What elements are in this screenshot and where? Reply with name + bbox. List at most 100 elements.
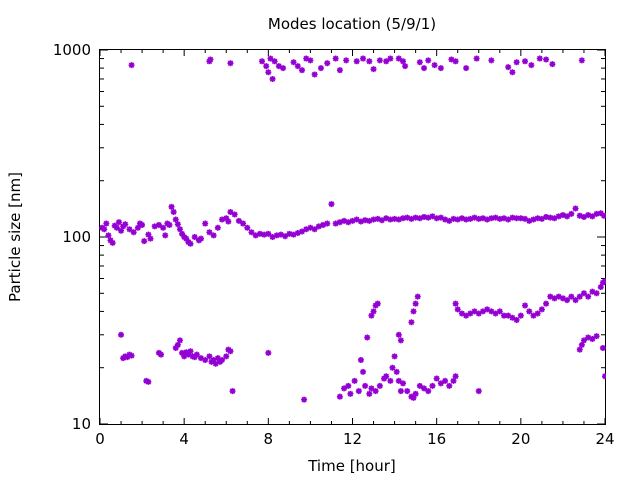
data-point <box>517 215 524 222</box>
data-point <box>431 62 438 69</box>
data-point <box>400 58 406 65</box>
data-point <box>341 385 348 392</box>
data-point <box>597 284 604 291</box>
x-axis-label: Time [hour] <box>307 457 396 475</box>
data-point <box>256 230 263 237</box>
data-point <box>543 300 550 307</box>
data-point <box>513 59 520 66</box>
data-point <box>383 373 390 380</box>
data-point <box>543 56 550 63</box>
data-point <box>400 215 406 222</box>
data-point <box>473 55 480 62</box>
data-point <box>597 210 604 217</box>
axis-ticks: 0 4 8 12 16 20 24 10 100 1000 <box>53 41 615 448</box>
data-point <box>564 213 571 220</box>
data-point <box>349 217 356 224</box>
data-point <box>145 231 152 238</box>
data-point <box>343 57 350 64</box>
data-point <box>475 388 482 395</box>
data-point <box>263 63 270 70</box>
data-point <box>559 295 566 302</box>
data-point <box>324 60 331 67</box>
data-point <box>395 377 402 384</box>
data-point <box>442 216 449 223</box>
data-point <box>488 308 495 315</box>
data-point <box>450 377 457 384</box>
data-point <box>207 56 214 63</box>
data-point <box>408 215 415 222</box>
data-point <box>332 55 339 62</box>
data-point <box>400 380 406 387</box>
data-point <box>437 214 444 221</box>
data-point <box>227 60 234 67</box>
data-point <box>412 300 419 307</box>
data-point <box>416 382 423 389</box>
data-point <box>505 216 512 223</box>
data-point <box>259 58 266 65</box>
data-point <box>452 373 459 380</box>
data-point <box>467 310 474 317</box>
data-point <box>387 377 394 384</box>
data-point <box>572 205 579 212</box>
data-point <box>202 356 209 363</box>
data-point <box>513 316 520 323</box>
data-point <box>143 377 150 384</box>
data-point <box>488 57 495 64</box>
data-point <box>479 215 486 222</box>
data-point <box>509 69 516 76</box>
data-point <box>463 216 470 223</box>
data-point <box>353 58 360 65</box>
data-point <box>130 229 137 236</box>
data-point <box>568 293 575 300</box>
data-point <box>210 356 217 363</box>
data-point <box>437 380 444 387</box>
data-point <box>227 209 234 216</box>
x-tick-label: 8 <box>264 430 274 448</box>
data-point <box>416 59 423 66</box>
data-point <box>572 297 579 304</box>
data-point <box>118 227 125 234</box>
data-point <box>219 356 226 363</box>
data-point <box>282 233 289 240</box>
data-point <box>585 212 592 219</box>
data-point <box>212 360 219 367</box>
data-point <box>513 215 520 222</box>
x-tick-label: 0 <box>95 430 105 448</box>
data-point <box>484 216 491 223</box>
y-tick-label: 1000 <box>53 41 91 59</box>
data-point <box>351 377 358 384</box>
data-point <box>191 234 198 240</box>
data-point <box>530 312 537 319</box>
data-point <box>160 224 167 231</box>
data-point <box>538 306 545 313</box>
data-point <box>421 213 428 220</box>
x-tick-label: 16 <box>427 430 446 448</box>
data-point <box>522 58 529 65</box>
data-point <box>214 224 221 231</box>
data-point <box>109 239 116 246</box>
data-point <box>113 224 120 231</box>
data-point <box>187 240 194 247</box>
data-point <box>564 297 571 304</box>
data-point <box>452 300 459 307</box>
data-point <box>172 216 179 223</box>
data-point <box>353 216 360 223</box>
data-point <box>355 388 362 395</box>
data-point <box>387 216 394 223</box>
data-point <box>294 230 301 237</box>
data-point <box>448 56 455 63</box>
data-point <box>576 212 583 219</box>
data-point <box>526 308 533 315</box>
data-point <box>391 215 398 222</box>
data-point <box>576 293 583 300</box>
data-point <box>174 341 181 348</box>
data-point <box>383 58 390 65</box>
data-point <box>551 215 558 222</box>
data-point <box>252 232 259 239</box>
data-point <box>395 216 402 223</box>
data-point <box>402 63 409 70</box>
data-point <box>151 223 158 230</box>
data-point <box>370 216 377 223</box>
data-point <box>433 215 440 222</box>
